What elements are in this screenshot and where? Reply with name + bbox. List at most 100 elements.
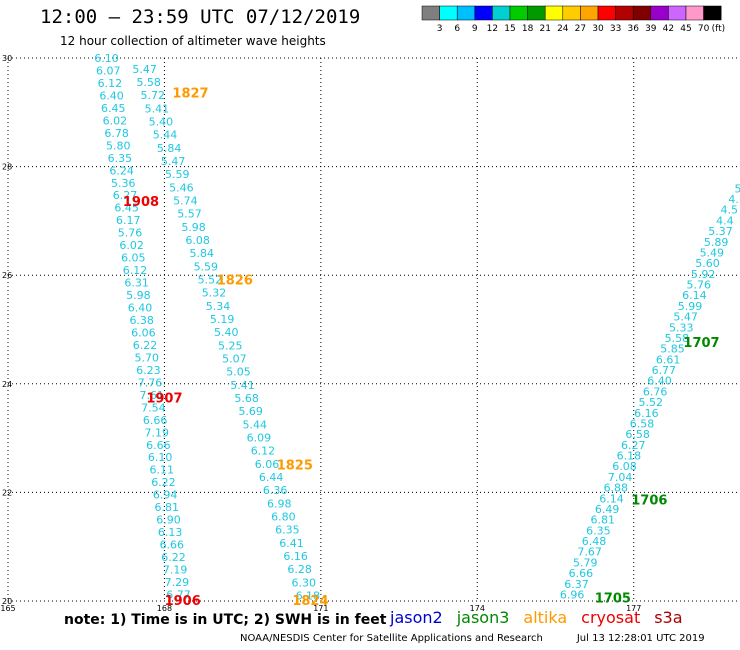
pass-number-label: 1707 (683, 336, 719, 351)
wave-height-value: 5.52 (638, 396, 663, 409)
wave-height-value: 7.19 (145, 426, 170, 439)
wave-height-value: 5.58 (665, 332, 690, 345)
wave-height-value: 6.36 (263, 484, 288, 497)
legend-tick-label: 24 (557, 24, 569, 34)
wave-height-value: 6.66 (143, 414, 168, 427)
wave-height-value: 6.58 (630, 417, 655, 430)
wave-height-value: 6.09 (247, 432, 272, 445)
legend-tick-label: 9 (472, 24, 478, 34)
x-tick-label: 165 (0, 604, 15, 613)
wave-height-value: 6.13 (158, 526, 183, 539)
wave-height-value: 6.40 (99, 89, 124, 102)
wave-height-value: 5.58 (136, 76, 161, 89)
wave-height-value: 6.88 (604, 482, 629, 495)
pass-number-label: 1824 (292, 594, 328, 609)
wave-height-value: 6.58 (625, 428, 650, 441)
wave-height-value: 5.79 (573, 556, 598, 569)
wave-height-value: 6.27 (621, 439, 646, 452)
wave-height-value: 6.18 (617, 450, 642, 463)
wave-height-value: 6.24 (109, 164, 134, 177)
wave-height-value: 6.35 (586, 524, 611, 537)
wave-height-value: 6.07 (96, 64, 121, 77)
satellite-jason3: jason3 (456, 608, 510, 627)
wave-height-value: 5.44 (153, 129, 178, 142)
wave-height-value: 5.85 (660, 343, 685, 356)
wave-height-value: 6.80 (271, 511, 296, 524)
wave-height-value: 5.60 (695, 257, 720, 270)
wave-height-value: 6.61 (656, 353, 681, 366)
legend-tick-label: 21 (539, 24, 550, 34)
chart-grid (7, 57, 738, 602)
wave-height-value: 6.78 (104, 127, 129, 140)
wave-height-value: 5.80 (106, 139, 131, 152)
y-tick-label: 26 (2, 271, 12, 280)
wave-height-value: 6.66 (160, 539, 185, 552)
wave-height-value: 7.29 (165, 576, 190, 589)
wave-height-value: 6.35 (275, 524, 300, 537)
wave-height-value: 5.41 (230, 379, 255, 392)
wave-height-value: 6.77 (166, 588, 191, 601)
footer: NOAA/NESDIS Center for Satellite Applica… (240, 633, 739, 644)
wave-height-value: 6.48 (582, 535, 607, 548)
wave-height-value: 5.92 (691, 268, 716, 281)
wave-height-value: 4.5 (721, 204, 739, 217)
legend-tick-label: 27 (575, 24, 586, 34)
wave-height-value: 6.08 (612, 460, 637, 473)
y-tick-label: 28 (2, 163, 12, 172)
wave-height-value: 5.70 (134, 351, 159, 364)
wave-height-value: 5.72 (141, 89, 166, 102)
wave-height-value: 6.14 (682, 289, 707, 302)
wave-height-value: 7.67 (577, 546, 602, 559)
legend-tick-label: 36 (627, 24, 639, 34)
wave-height-value: 6.22 (133, 339, 158, 352)
y-tick-label: 20 (2, 597, 12, 606)
legend-swatch (509, 5, 528, 21)
wave-height-value: 5.33 (669, 321, 694, 334)
satellite-altika: altika (523, 608, 568, 627)
legend-swatch (474, 5, 493, 21)
legend-tick-label: 30 (592, 24, 604, 34)
wave-height-value: 6.49 (595, 503, 620, 516)
wave-height-value: 6.98 (267, 497, 292, 510)
wave-height-value: 5.68 (234, 392, 259, 405)
wave-height-value: 7.54 (141, 401, 166, 414)
wave-height-value: 5.98 (126, 289, 151, 302)
wave-height-value: 5.74 (173, 195, 198, 208)
legend-tick-label: 39 (645, 24, 657, 34)
wave-height-value: 5.57 (177, 208, 202, 221)
legend-swatch (439, 5, 458, 21)
wave-height-value: 5.07 (222, 353, 247, 366)
wave-height-value: 6.22 (161, 551, 186, 564)
wave-height-value: 6.81 (590, 514, 615, 527)
satellite-jason2: jason2 (390, 608, 443, 627)
wave-height-value: 6.06 (255, 458, 280, 471)
wave-height-value: 5.40 (149, 116, 174, 129)
wave-height-value: 6.96 (560, 588, 585, 601)
legend-tick-label: 70 (698, 24, 710, 34)
wave-height-value: 7.76 (138, 376, 163, 389)
wave-height-value: 6.38 (129, 314, 154, 327)
wave-height-value: 6.44 (259, 471, 284, 484)
wave-height-value: 5.32 (202, 287, 227, 300)
wave-height-value: 5.05 (226, 366, 251, 379)
legend-tick-label: 18 (522, 24, 534, 34)
wave-height-value: 7.19 (163, 564, 188, 577)
wave-height-value: 6.81 (155, 501, 180, 514)
wave-height-value: 6.10 (94, 52, 119, 65)
wave-height-value: 5.41 (145, 102, 170, 115)
wave-height-value: 6.45 (101, 102, 126, 115)
wave-height-value: 6.40 (128, 302, 153, 315)
wave-height-value: 5.47 (161, 155, 186, 168)
pass-number-label: 1826 (217, 274, 253, 289)
wave-height-value: 5.34 (206, 300, 231, 313)
legend-swatch (650, 5, 669, 21)
wave-height-value: 5.46 (169, 181, 194, 194)
legend-swatch (597, 5, 616, 21)
wave-height-value: 6.02 (119, 239, 144, 252)
legend-tick-label: 6 (454, 24, 460, 34)
wave-height-value: 5.40 (214, 326, 239, 339)
wave-height-value: 5.47 (132, 63, 157, 76)
wave-height-value: 5.37 (708, 225, 733, 238)
pass-number-label: 1705 (595, 591, 631, 606)
legend-swatch (544, 5, 564, 21)
